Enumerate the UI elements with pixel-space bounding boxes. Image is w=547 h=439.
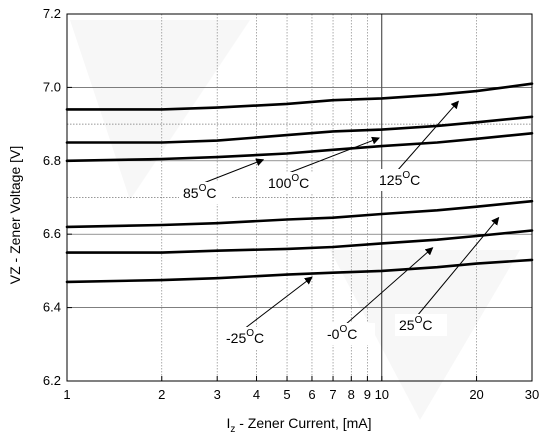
y-axis-label: VZ - Zener Voltage [V] <box>7 146 23 285</box>
annotation-bg <box>375 169 427 191</box>
annotation-label: 125OC <box>379 170 420 188</box>
x-axis-label-rest: - Zener Current, [mA] <box>235 415 371 431</box>
annotation-arrow <box>243 276 313 330</box>
annotation-label: 85OC <box>183 183 216 201</box>
x-tick-label: 4 <box>253 387 260 402</box>
annotation-label: 25OC <box>399 315 432 333</box>
annotation-label: -0OC <box>327 324 357 342</box>
annotation-arrow <box>416 216 500 317</box>
y-axis-ticks: 6.2 6.4 6.6 6.8 7.0 7.2 <box>43 6 72 388</box>
x-tick-label: 30 <box>525 387 539 402</box>
annotation-bg <box>323 323 375 345</box>
x-tick-label: 10 <box>375 387 389 402</box>
annotation-arrow <box>285 136 380 175</box>
annotation-bg <box>222 327 274 349</box>
y-tick-label: 6.8 <box>43 153 61 168</box>
series-line <box>65 82 534 111</box>
annotation-label: 100OC <box>268 173 309 191</box>
y-tick-label: 6.2 <box>43 373 61 388</box>
x-tick-label: 8 <box>348 387 355 402</box>
annotation-arrow <box>396 100 459 172</box>
x-axis-label-prefix: I <box>226 415 230 431</box>
y-tick-label: 6.4 <box>43 300 61 315</box>
x-axis-label-sub: z <box>230 424 235 435</box>
series-line <box>65 115 534 144</box>
series-line <box>65 199 534 229</box>
annotations: 85OC 100OC 125OC -25OC -0OC 25OC <box>179 100 500 349</box>
annotation-bg <box>395 314 447 336</box>
y-tick-label: 7.2 <box>43 6 61 21</box>
x-tick-label: 3 <box>214 387 221 402</box>
series-line <box>65 258 534 284</box>
x-tick-label: 2 <box>158 387 165 402</box>
x-tick-label: 20 <box>469 387 483 402</box>
x-axis-label: Iz - Zener Current, [mA] <box>226 415 371 435</box>
annotation-bg <box>264 172 316 194</box>
x-tick-label: 1 <box>63 387 70 402</box>
y-tick-label: 6.6 <box>43 226 61 241</box>
annotation-arrow <box>344 247 434 326</box>
series-line <box>65 229 534 254</box>
series-line <box>65 132 534 163</box>
plot-frame <box>66 13 533 382</box>
annotation-arrow <box>200 158 265 185</box>
annotation-bg <box>179 182 231 204</box>
series-lines <box>65 82 534 284</box>
x-tick-label: 6 <box>308 387 315 402</box>
x-tick-label: 7 <box>329 387 336 402</box>
x-tick-label: 5 <box>283 387 290 402</box>
annotation-label: -25OC <box>226 328 264 346</box>
y-tick-label: 7.0 <box>43 79 61 94</box>
x-axis-ticks: 1 2 3 4 5 6 7 8 9 10 20 30 <box>63 376 539 402</box>
x-tick-label: 9 <box>364 387 371 402</box>
